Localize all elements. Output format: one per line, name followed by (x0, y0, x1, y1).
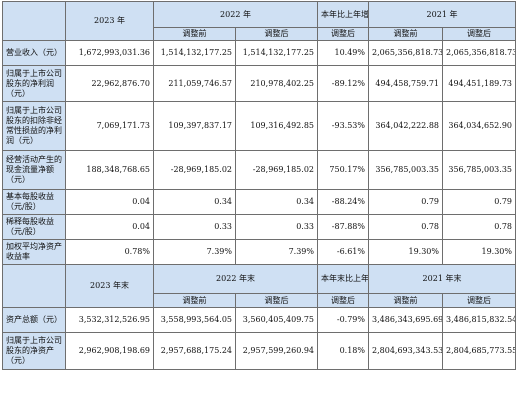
cell-2022-before: 109,397,837.17 (153, 101, 236, 151)
cell-2022-before: -28,969,185.02 (153, 150, 236, 190)
cell-2021-after: 2,804,685,773.55 (442, 332, 516, 370)
table-row: 加权平均净资产收益率 0.78% 7.39% 7.39% -6.61% 19.3… (2, 239, 516, 265)
cell-2021-after: 0.79 (442, 189, 516, 215)
cell-2021-before: 2,065,356,818.73 (368, 40, 443, 66)
table-row: 资产总额（元） 3,532,312,526.95 3,558,993,564.0… (2, 307, 516, 333)
header2-label-blank (2, 264, 66, 308)
financial-summary-table: 2023 年 2022 年 本年比上年增减 2021 年 调整前 调整后 调整后… (2, 1, 516, 370)
cell-2022-after: 0.34 (235, 189, 318, 215)
header2-2021-after: 调整后 (442, 293, 516, 308)
cell-2021-before: 19.30% (368, 239, 443, 265)
cell-yoy: -88.24% (317, 189, 369, 215)
table-row: 基本每股收益（元/股） 0.04 0.34 0.34 -88.24% 0.79 … (2, 189, 516, 215)
cell-2021-before: 364,042,222.88 (368, 101, 443, 151)
row-label: 营业收入（元） (2, 40, 66, 66)
cell-2021-before: 494,458,759.71 (368, 65, 443, 102)
cell-2022-before: 0.33 (153, 214, 236, 240)
header-yoy-after: 调整后 (317, 27, 369, 41)
row-label: 加权平均净资产收益率 (2, 239, 66, 265)
cell-2023: 22,962,876.70 (65, 65, 154, 102)
header-2022-before: 调整前 (153, 27, 236, 41)
header2-row-2: 调整前 调整后 调整后 调整前 调整后 (3, 293, 516, 308)
cell-yoy: 10.49% (317, 40, 369, 66)
cell-2022-after: 1,514,132,177.25 (235, 40, 318, 66)
cell-2022-before: 211,059,746.57 (153, 65, 236, 102)
table-row: 归属于上市公司股东的净资产（元） 2,962,908,198.69 2,957,… (2, 332, 516, 370)
cell-2022-after: -28,969,185.02 (235, 150, 318, 190)
cell-2023: 2,962,908,198.69 (65, 332, 154, 370)
cell-2023: 0.78% (65, 239, 154, 265)
table-row: 归属于上市公司股东的扣除非经常性损益的净利润（元） 7,069,171.73 1… (2, 101, 516, 151)
header2-2022-after: 调整后 (235, 293, 318, 308)
cell-2022-after: 0.33 (235, 214, 318, 240)
cell-2021-before: 3,486,343,695.69 (368, 307, 443, 333)
cell-2022-after: 7.39% (235, 239, 318, 265)
cell-2021-before: 356,785,003.35 (368, 150, 443, 190)
cell-2021-after: 2,065,356,818.73 (442, 40, 516, 66)
cell-2021-before: 0.78 (368, 214, 443, 240)
header2-2021: 2021 年末 (368, 264, 516, 294)
header2-2022: 2022 年末 (153, 264, 318, 294)
header2-2023: 2023 年末 (65, 264, 154, 308)
header2-2022-before: 调整前 (153, 293, 236, 308)
cell-2022-before: 1,514,132,177.25 (153, 40, 236, 66)
cell-yoy: -0.79% (317, 307, 369, 333)
row-label: 基本每股收益（元/股） (2, 189, 66, 215)
cell-2022-after: 2,957,599,260.94 (235, 332, 318, 370)
header-2021-before: 调整前 (368, 27, 443, 41)
cell-2023: 0.04 (65, 189, 154, 215)
header-row-1: 2023 年 2022 年 本年比上年增减 2021 年 (2, 1, 516, 41)
cell-2021-after: 0.78 (442, 214, 516, 240)
header2-yoy-after: 调整后 (317, 293, 369, 308)
cell-yoy: -93.53% (317, 101, 369, 151)
cell-2023: 0.04 (65, 214, 154, 240)
cell-2023: 3,532,312,526.95 (65, 307, 154, 333)
header-2021: 2021 年 (368, 1, 516, 28)
header-2022: 2022 年 (153, 1, 318, 28)
cell-yoy: -89.12% (317, 65, 369, 102)
cell-2022-before: 3,558,993,564.05 (153, 307, 236, 333)
row-label: 经营活动产生的现金流量净额（元） (2, 150, 66, 190)
header-2023: 2023 年 (65, 1, 154, 41)
cell-2022-after: 210,978,402.25 (235, 65, 318, 102)
cell-2023: 188,348,768.65 (65, 150, 154, 190)
cell-yoy: 750.17% (317, 150, 369, 190)
row-label: 稀释每股收益（元/股） (2, 214, 66, 240)
header-label-blank (2, 1, 66, 41)
header-2022-after: 调整后 (235, 27, 318, 41)
cell-2022-before: 2,957,688,175.24 (153, 332, 236, 370)
header2-row-1: 2023 年末 2022 年末 本年末比上年末增减 2021 年末 (2, 264, 516, 308)
header-2021-after: 调整后 (442, 27, 516, 41)
table-row: 经营活动产生的现金流量净额（元） 188,348,768.65 -28,969,… (2, 150, 516, 190)
row-label: 归属于上市公司股东的净资产（元） (2, 332, 66, 370)
cell-2021-before: 2,804,693,343.53 (368, 332, 443, 370)
cell-2021-before: 0.79 (368, 189, 443, 215)
cell-2021-after: 3,486,815,832.54 (442, 307, 516, 333)
table-row: 稀释每股收益（元/股） 0.04 0.33 0.33 -87.88% 0.78 … (2, 214, 516, 240)
table-row: 归属于上市公司股东的净利润（元） 22,962,876.70 211,059,7… (2, 65, 516, 102)
row-label: 归属于上市公司股东的净利润（元） (2, 65, 66, 102)
cell-2021-after: 494,451,189.73 (442, 65, 516, 102)
header2-2021-before: 调整前 (368, 293, 443, 308)
cell-2022-after: 109,316,492.85 (235, 101, 318, 151)
cell-yoy: -87.88% (317, 214, 369, 240)
header2-yoy: 本年末比上年末增减 (317, 264, 369, 294)
table-row: 营业收入（元） 1,672,993,031.36 1,514,132,177.2… (2, 40, 516, 66)
row-label: 归属于上市公司股东的扣除非经常性损益的净利润（元） (2, 101, 66, 151)
cell-yoy: -6.61% (317, 239, 369, 265)
cell-2022-before: 0.34 (153, 189, 236, 215)
cell-2022-before: 7.39% (153, 239, 236, 265)
cell-2022-after: 3,560,405,409.75 (235, 307, 318, 333)
cell-yoy: 0.18% (317, 332, 369, 370)
cell-2021-after: 356,785,003.35 (442, 150, 516, 190)
cell-2023: 1,672,993,031.36 (65, 40, 154, 66)
cell-2021-after: 364,034,652.90 (442, 101, 516, 151)
row-label: 资产总额（元） (2, 307, 66, 333)
cell-2023: 7,069,171.73 (65, 101, 154, 151)
header-yoy: 本年比上年增减 (317, 1, 369, 28)
cell-2021-after: 19.30% (442, 239, 516, 265)
